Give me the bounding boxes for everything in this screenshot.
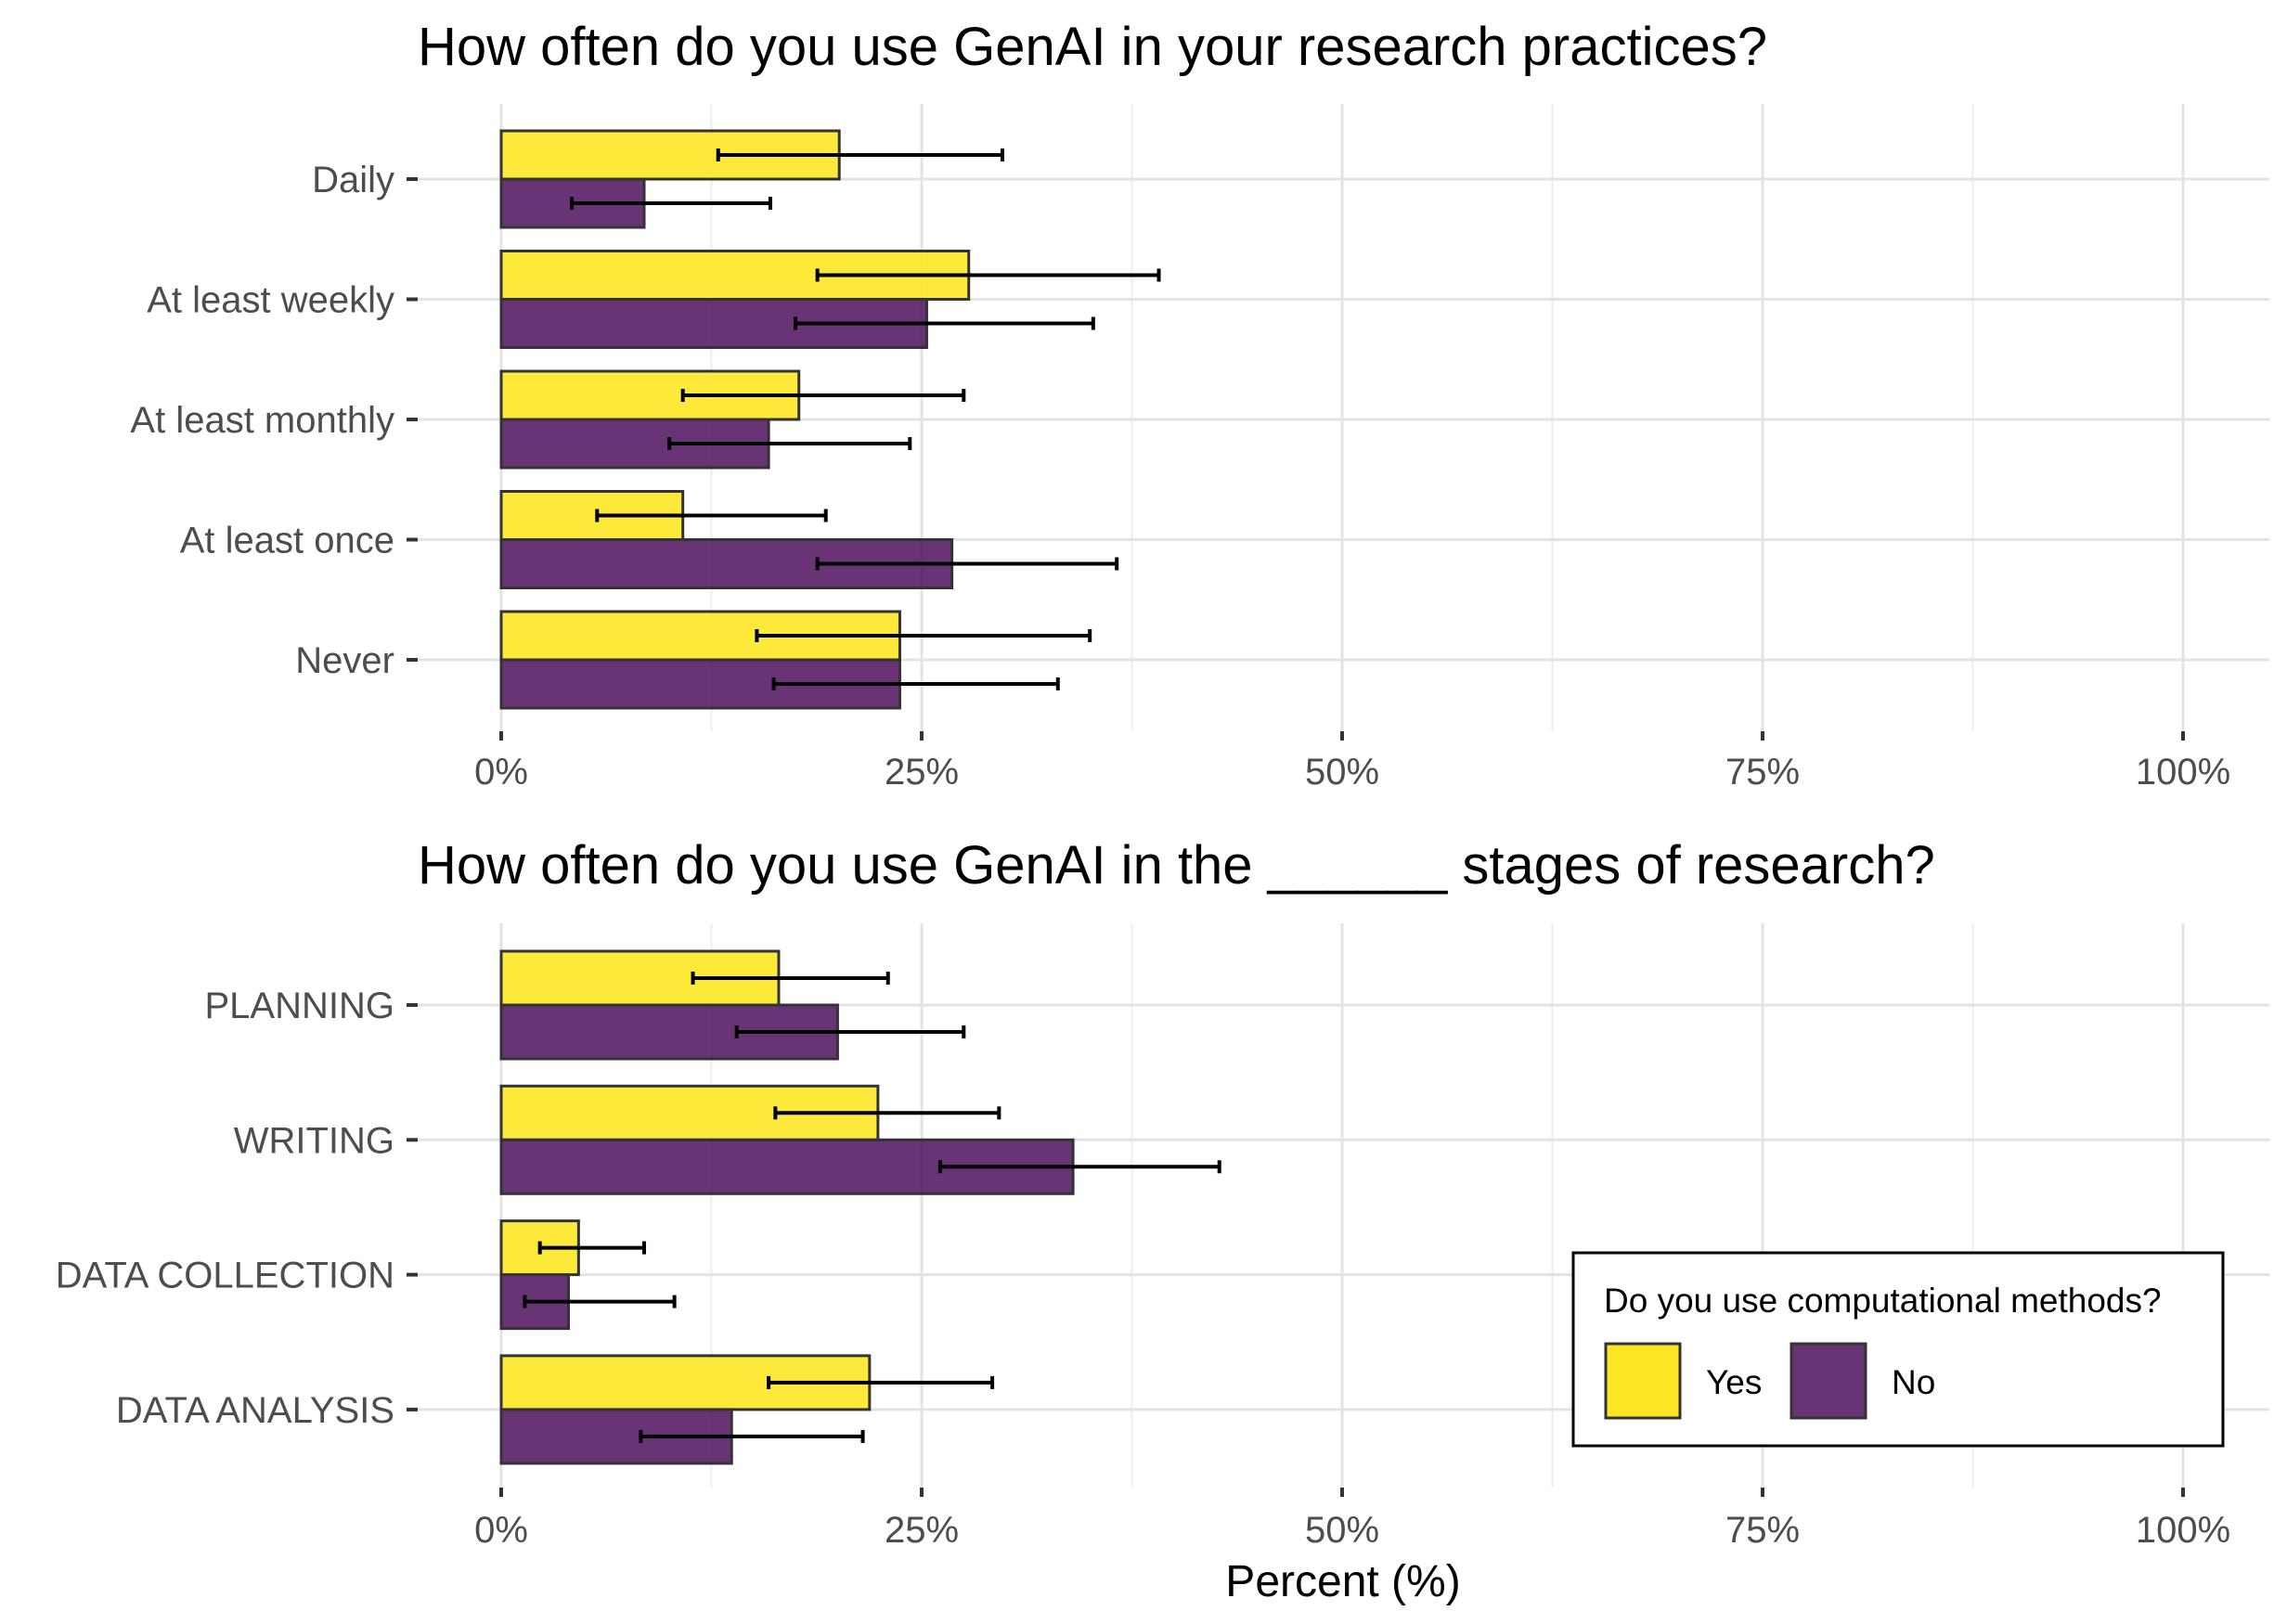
x-tick-label-75: 75% (1725, 1510, 1800, 1551)
error-bar-yes-at-least-once (595, 509, 828, 522)
error-bar-no-at-least-weekly (794, 316, 1095, 330)
x-tick-label-50: 50% (1305, 1510, 1379, 1551)
legend-label-yes: Yes (1706, 1363, 1762, 1401)
error-bar-no-data-analysis (639, 1429, 865, 1443)
y-tick-label-planning: PLANNING (205, 986, 395, 1026)
y-tick-label-never: Never (295, 640, 394, 681)
x-tick-label-25: 25% (885, 1510, 959, 1551)
x-tick-label-0: 0% (474, 752, 528, 793)
panel-research-stages: How often do you use GenAI in the ______… (56, 835, 2269, 1606)
error-bar-yes-daily (716, 148, 1004, 161)
chart-title-1: How often do you use GenAI in your resea… (418, 17, 1767, 77)
legend-label-no: No (1892, 1363, 1935, 1401)
legend-title: Do you use computational methods? (1604, 1282, 2162, 1320)
x-tick-label-0: 0% (474, 1510, 528, 1551)
error-bar-no-at-least-monthly (667, 437, 912, 450)
error-bar-yes-data-collection (537, 1241, 647, 1255)
y-tick-label-writing: WRITING (234, 1120, 394, 1161)
x-tick-label-100: 100% (2136, 752, 2230, 793)
error-bar-yes-planning (691, 972, 890, 985)
error-bar-no-planning (734, 1025, 966, 1038)
x-tick-label-75: 75% (1725, 752, 1800, 793)
panel-research-practices: How often do you use GenAI in your resea… (130, 17, 2269, 793)
plot-area-1: Daily At least weekly At least monthly At l… (130, 104, 2269, 793)
x-tick-label-100: 100% (2136, 1510, 2230, 1551)
y-tick-label-at-least-monthly: At least monthly (130, 400, 394, 441)
y-tick-label-at-least-weekly: At least weekly (147, 280, 394, 321)
x-tick-label-50: 50% (1305, 752, 1379, 793)
bar-yes-daily (499, 129, 841, 181)
bar-yes-planning (499, 949, 781, 1007)
error-bar-no-writing (937, 1160, 1221, 1174)
error-bar-yes-data-analysis (767, 1375, 995, 1389)
error-bar-no-never (771, 677, 1060, 690)
y-tick-label-daily: Daily (312, 160, 394, 200)
legend-box (1571, 1251, 2225, 1448)
chart-title-2: How often do you use GenAI in the ______… (418, 835, 1935, 896)
y-tick-label-data-analysis: DATA ANALYSIS (116, 1390, 394, 1431)
error-bar-no-data-collection (523, 1295, 677, 1308)
error-bar-no-at-least-once (815, 557, 1119, 571)
legend-key-yes (1604, 1342, 1682, 1420)
y-tick-label-data-collection: DATA COLLECTION (56, 1256, 394, 1296)
y-tick-label-at-least-once: At least once (180, 521, 394, 561)
legend-key-no (1789, 1342, 1867, 1420)
error-bar-yes-never (755, 629, 1092, 642)
x-axis-title: Percent (%) (1225, 1557, 1460, 1606)
error-bar-yes-at-least-weekly (815, 268, 1161, 282)
plot-area-2: PLANNING WRITING DATA COLLECTION DATA ANALY… (56, 923, 2269, 1551)
x-tick-label-25: 25% (885, 752, 959, 793)
legend: Do you use computational methods? Yes No (1571, 1251, 2225, 1448)
error-bar-no-daily (570, 197, 772, 210)
error-bar-yes-at-least-monthly (680, 389, 966, 402)
error-bar-yes-writing (773, 1106, 1001, 1120)
